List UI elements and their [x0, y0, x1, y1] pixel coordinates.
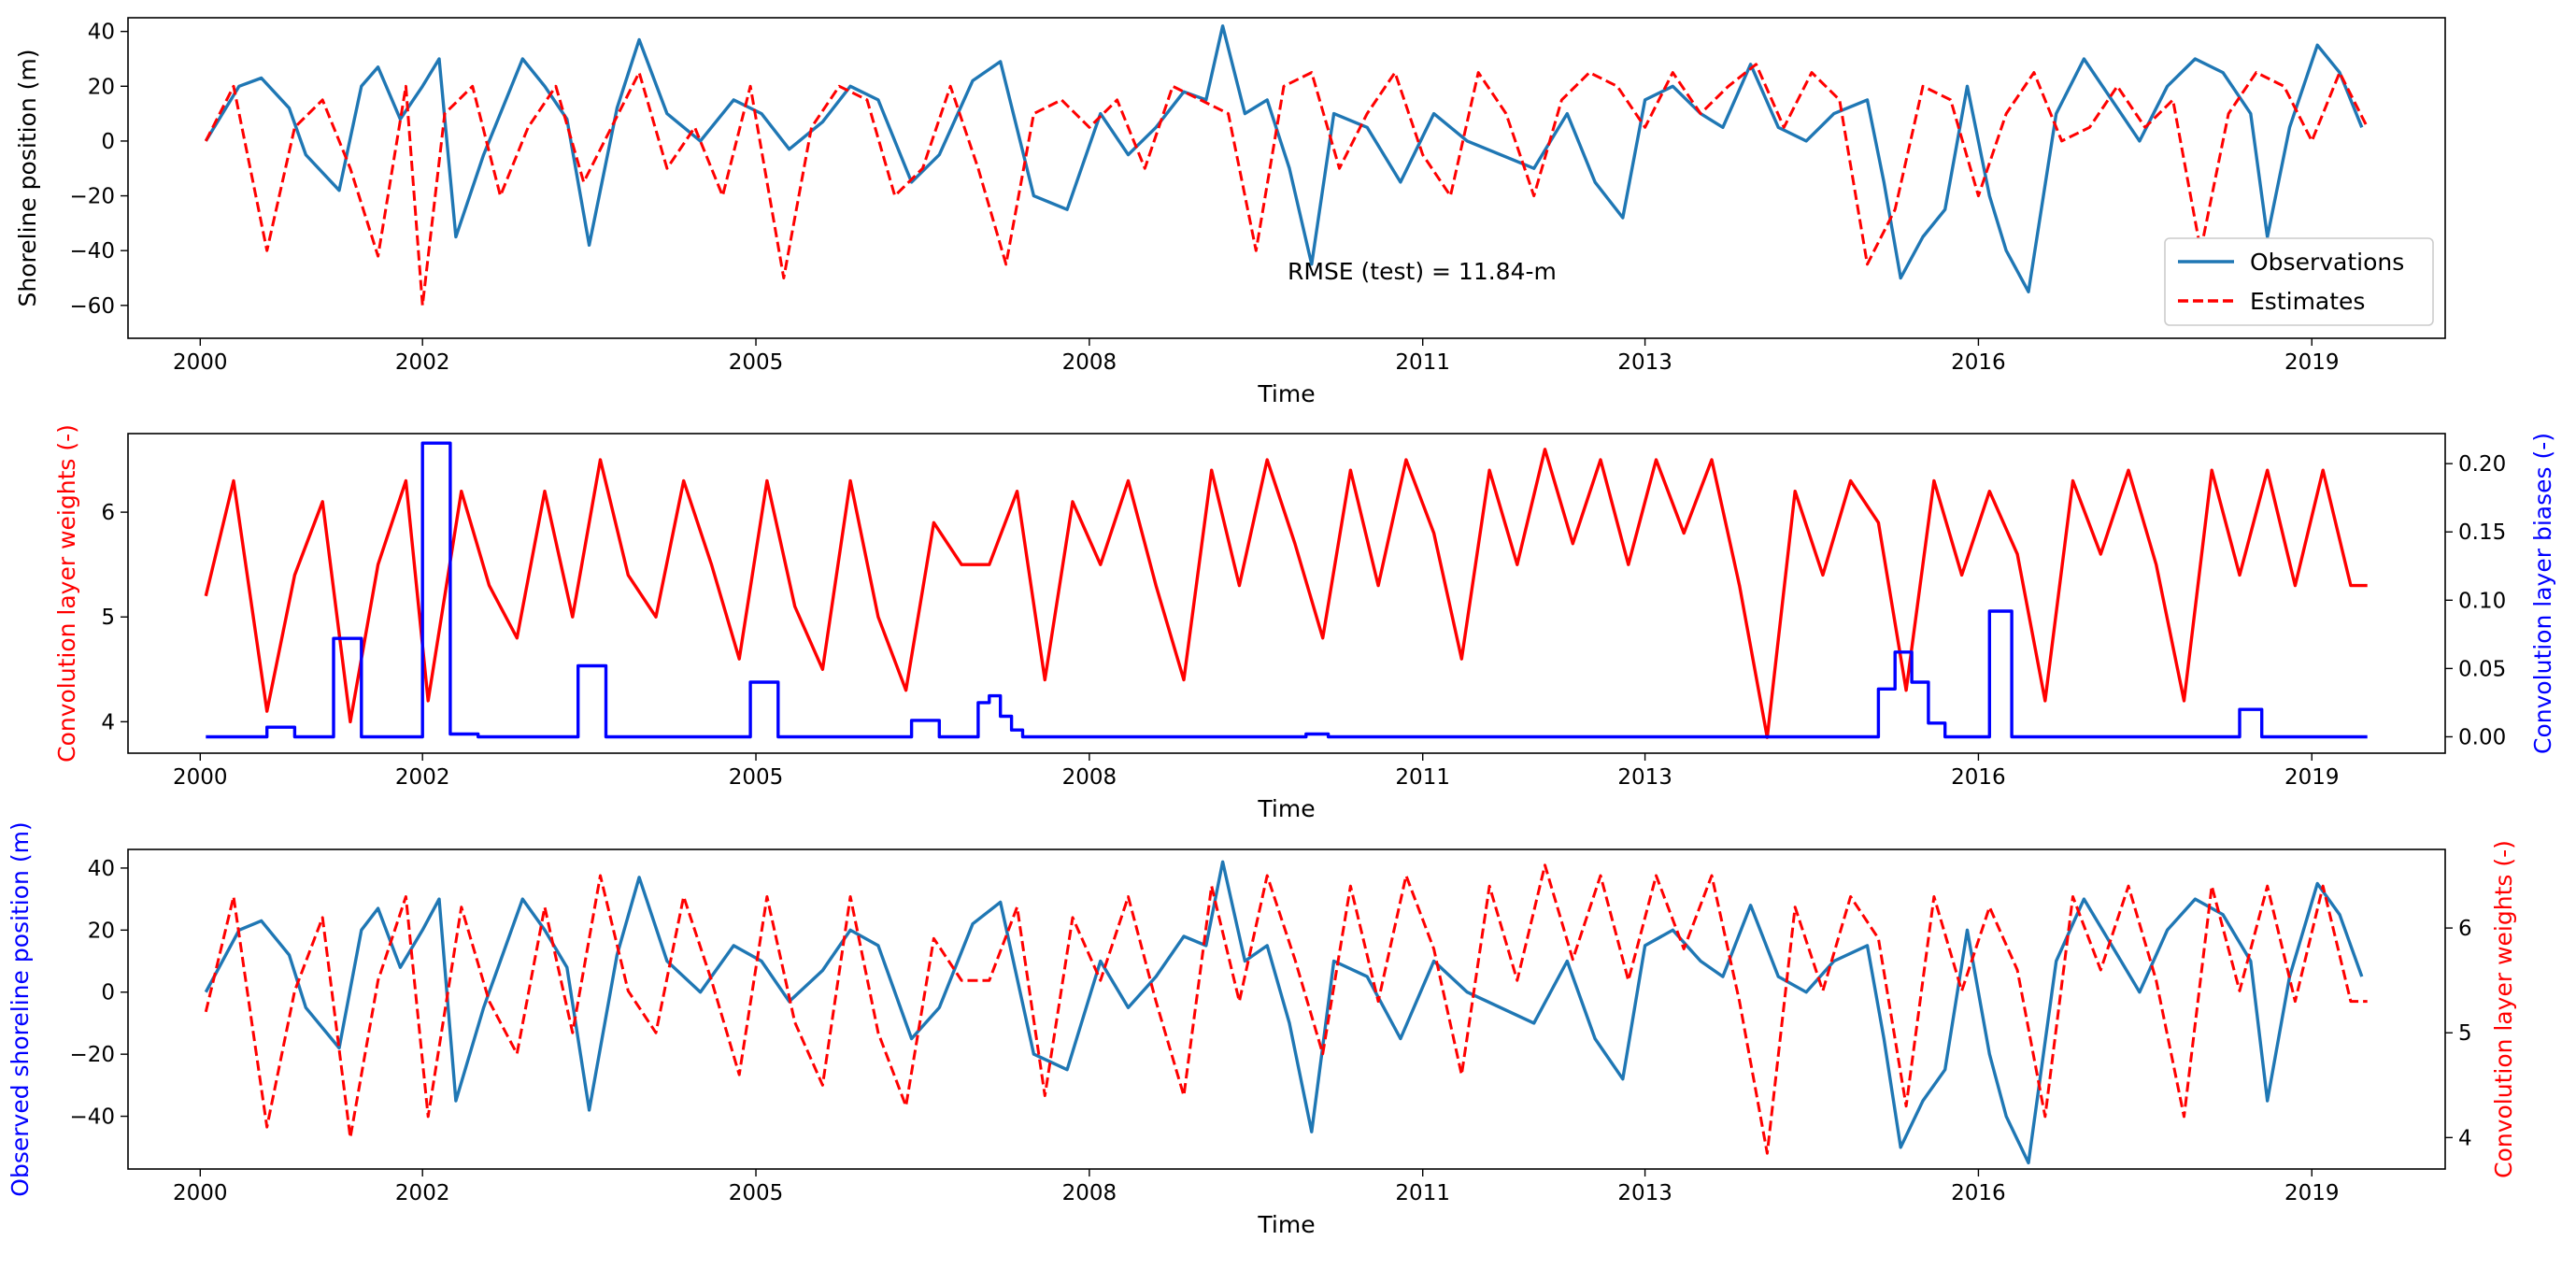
y-axis-label: Shoreline position (m) [14, 49, 41, 307]
series-line-0 [204, 24, 2364, 293]
y-axis-label-right: Convolution layer biases (-) [2529, 433, 2556, 754]
y-tick-label: −40 [69, 1105, 115, 1130]
legend: Observations Estimates [2164, 237, 2434, 326]
y-right-tick-label: 0.05 [2458, 657, 2506, 681]
x-tick-label: 2016 [1951, 1181, 2006, 1205]
y-right-tick-label: 6 [2458, 917, 2472, 941]
x-tick-label: 2011 [1395, 765, 1450, 790]
x-axis-label: Time [1257, 795, 1315, 822]
y-right-tick-label: 0.10 [2458, 589, 2506, 613]
x-tick-label: 2008 [1062, 765, 1117, 790]
y-tick-label: 6 [101, 501, 115, 525]
legend-label-1: Estimates [2250, 288, 2365, 315]
x-tick-label: 2016 [1951, 350, 2006, 375]
y-tick-label: 40 [88, 21, 115, 45]
y-tick-label: 4 [101, 710, 115, 734]
y-right-tick-label: 5 [2458, 1021, 2472, 1046]
x-tick-label: 2013 [1617, 765, 1672, 790]
y-axis-label-right: Convolution layer weights (-) [2490, 840, 2517, 1178]
y-tick-label: −20 [69, 1043, 115, 1067]
x-tick-label: 2013 [1617, 1181, 1672, 1205]
y-tick-label: 20 [88, 75, 115, 99]
series-line-1 [204, 863, 2368, 1155]
y-tick-label: −60 [69, 294, 115, 319]
y-right-tick-label: 0.20 [2458, 452, 2506, 477]
y-tick-label: −20 [69, 185, 115, 209]
y-axis-label-left: Convolution layer weights (-) [53, 424, 80, 763]
x-tick-label: 2011 [1395, 350, 1450, 375]
x-tick-label: 2005 [729, 350, 784, 375]
y-tick-label: 20 [88, 919, 115, 943]
x-tick-label: 2000 [173, 765, 228, 790]
panel-shoreline-estimates: 2000 2002 2005 2008 2011 2013 2016 2019 Time 40 20… [14, 17, 2446, 407]
x-tick-label: 2008 [1062, 350, 1117, 375]
x-tick-label: 2000 [173, 350, 228, 375]
legend-label-0: Observations [2250, 249, 2404, 276]
y-tick-label: 0 [101, 981, 115, 1005]
x-tick-label: 2008 [1062, 1181, 1117, 1205]
x-tick-label: 2019 [2284, 1181, 2340, 1205]
x-tick-label: 2005 [729, 1181, 784, 1205]
x-tick-label: 2011 [1395, 1181, 1450, 1205]
y-tick-label: 40 [88, 857, 115, 881]
y-right-tick-label: 4 [2458, 1126, 2472, 1150]
plot-frame [127, 848, 2446, 1170]
x-tick-label: 2002 [395, 350, 450, 375]
plot-frame [127, 433, 2446, 754]
y-tick-label: −40 [69, 239, 115, 264]
y-axis-label-left: Observed shoreline position (m) [7, 821, 34, 1196]
x-tick-label: 2002 [395, 1181, 450, 1205]
rmse-annotation: RMSE (test) = 11.84-m [1288, 258, 1557, 285]
panel-observed-vs-weights: 2000 2002 2005 2008 2011 2013 2016 2019Time4020… [7, 821, 2517, 1238]
x-tick-label: 2005 [729, 765, 784, 790]
y-right-tick-label: 0.00 [2458, 725, 2506, 749]
plot-frame [127, 17, 2446, 339]
x-tick-label: 2000 [173, 1181, 228, 1205]
y-tick-label: 0 [101, 130, 115, 154]
x-axis-label: Time [1257, 380, 1315, 407]
x-tick-label: 2016 [1951, 765, 2006, 790]
x-tick-label: 2019 [2284, 350, 2340, 375]
y-right-tick-label: 0.15 [2458, 520, 2506, 545]
x-tick-label: 2002 [395, 765, 450, 790]
series-line-1 [206, 441, 2368, 739]
series-line-0 [204, 860, 2364, 1165]
y-tick-label: 5 [101, 606, 115, 630]
x-tick-label: 2013 [1617, 350, 1672, 375]
panel-weights-biases: 2000 2002 2005 2008 2011 2013 2016 2019 Time 6 5 4 0… [53, 424, 2556, 822]
series-line-1 [204, 63, 2370, 307]
x-axis-label: Time [1257, 1211, 1315, 1238]
series-line-0 [204, 448, 2368, 739]
x-tick-label: 2019 [2284, 765, 2340, 790]
